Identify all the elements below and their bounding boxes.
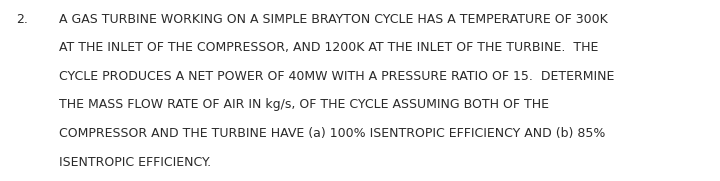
Text: CYCLE PRODUCES A NET POWER OF 40MW WITH A PRESSURE RATIO OF 15.  DETERMINE: CYCLE PRODUCES A NET POWER OF 40MW WITH …: [59, 70, 614, 83]
Text: THE MASS FLOW RATE OF AIR IN kg/s, OF THE CYCLE ASSUMING BOTH OF THE: THE MASS FLOW RATE OF AIR IN kg/s, OF TH…: [59, 98, 549, 111]
Text: AT THE INLET OF THE COMPRESSOR, AND 1200K AT THE INLET OF THE TURBINE.  THE: AT THE INLET OF THE COMPRESSOR, AND 1200…: [59, 41, 598, 54]
Text: A GAS TURBINE WORKING ON A SIMPLE BRAYTON CYCLE HAS A TEMPERATURE OF 300K: A GAS TURBINE WORKING ON A SIMPLE BRAYTO…: [59, 13, 608, 26]
Text: COMPRESSOR AND THE TURBINE HAVE (a) 100% ISENTROPIC EFFICIENCY AND (b) 85%: COMPRESSOR AND THE TURBINE HAVE (a) 100%…: [59, 127, 606, 140]
Text: ISENTROPIC EFFICIENCY.: ISENTROPIC EFFICIENCY.: [59, 156, 211, 169]
Text: 2.: 2.: [16, 13, 27, 26]
